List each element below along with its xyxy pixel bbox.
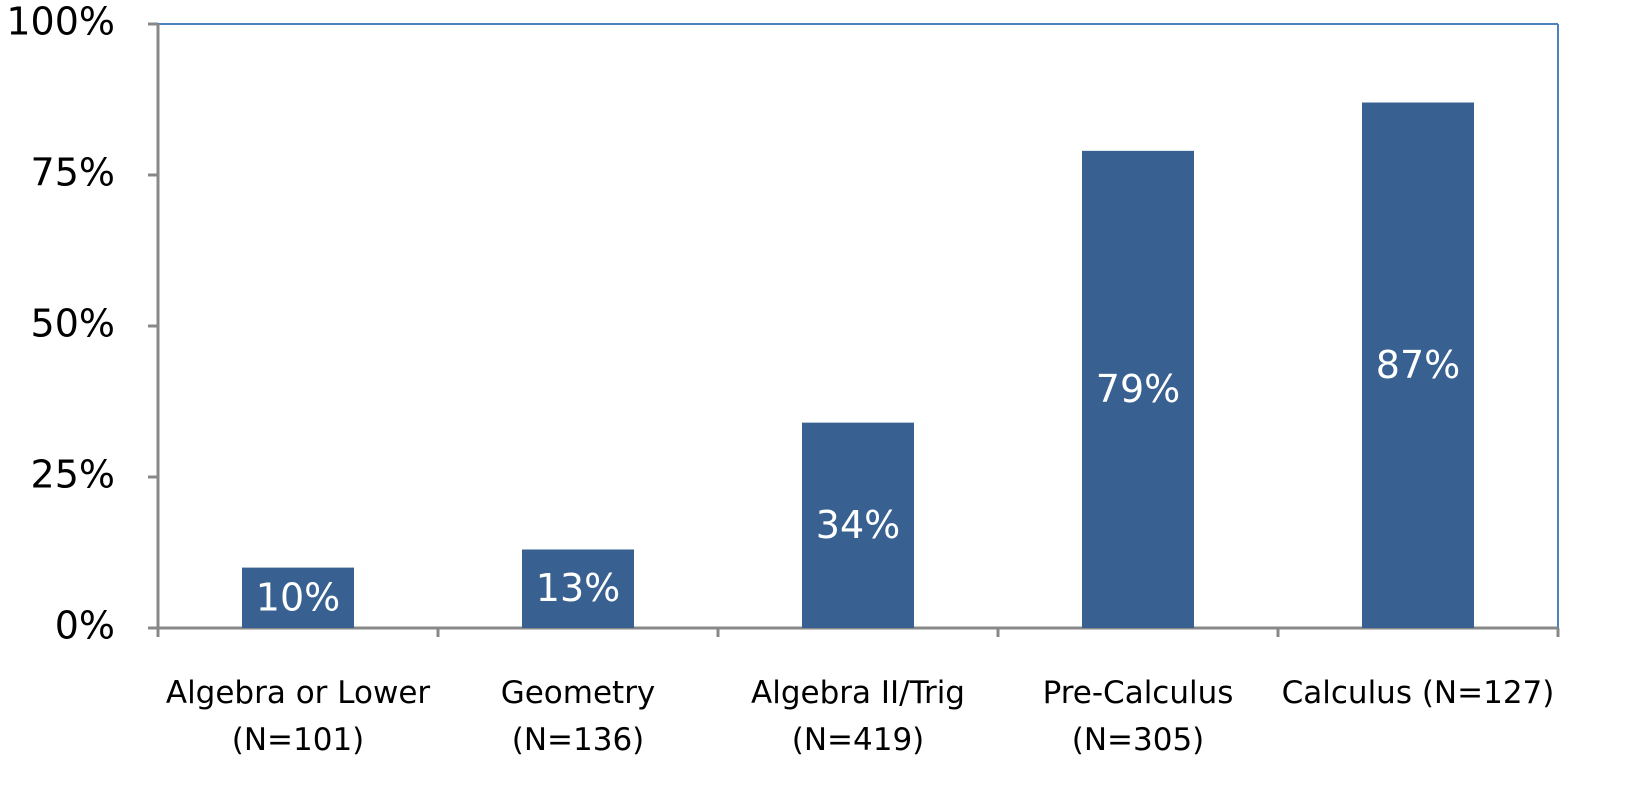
y-tick-label: 25%	[31, 453, 115, 497]
y-tick-label: 50%	[31, 302, 115, 346]
y-tick-label: 0%	[55, 604, 115, 648]
data-label: 13%	[536, 566, 620, 610]
x-tick-label: Calculus (N=127)	[1281, 675, 1555, 711]
bar	[802, 422, 914, 628]
x-tick-label: Algebra II/Trig (N=419)	[751, 675, 965, 758]
bar	[1362, 102, 1474, 628]
x-tick-label: Pre-Calculus (N=305)	[1042, 675, 1234, 758]
y-tick-label: 75%	[31, 151, 115, 195]
x-tick-label: Geometry (N=136)	[500, 675, 656, 758]
y-tick-label: 100%	[6, 0, 115, 44]
x-tick-label: Algebra or Lower (N=101)	[165, 675, 431, 758]
data-label: 79%	[1096, 367, 1180, 411]
data-label: 10%	[256, 575, 340, 619]
data-label: 34%	[816, 503, 900, 547]
bar	[242, 567, 354, 628]
bar	[522, 549, 634, 628]
data-label: 87%	[1376, 343, 1460, 387]
bar	[1082, 150, 1194, 628]
